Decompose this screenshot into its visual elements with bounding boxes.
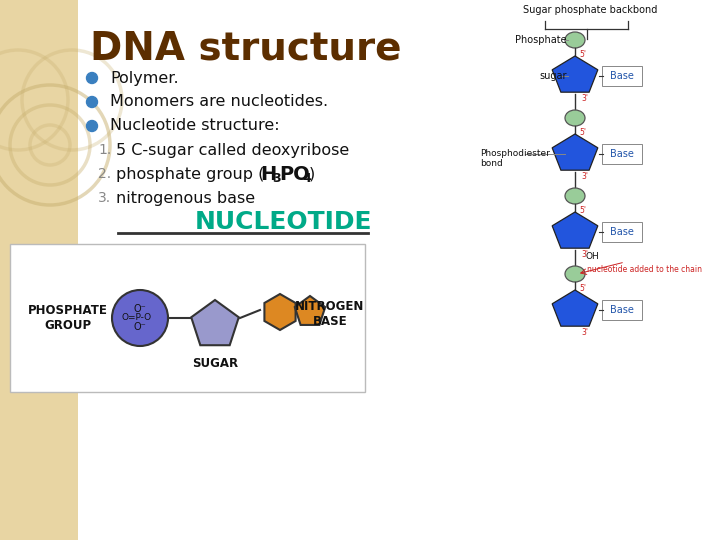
Text: nitrogenous base: nitrogenous base [116,191,255,206]
Polygon shape [294,296,325,325]
Text: Base: Base [610,305,634,315]
Text: 2.: 2. [98,167,111,181]
Polygon shape [552,56,598,92]
Circle shape [86,97,97,107]
Text: 3': 3' [581,328,588,337]
Polygon shape [552,212,598,248]
Text: 3': 3' [581,94,588,103]
Text: 3': 3' [581,172,588,181]
Text: Polymer.: Polymer. [110,71,179,85]
Text: 5': 5' [579,284,586,293]
Ellipse shape [565,32,585,48]
Ellipse shape [565,188,585,204]
Text: 3: 3 [272,172,281,186]
Text: PHOSPHATE
GROUP: PHOSPHATE GROUP [28,304,108,332]
Text: ): ) [309,166,315,181]
Text: Base: Base [610,149,634,159]
Text: DNA structure: DNA structure [90,30,402,68]
Circle shape [86,72,97,84]
Text: Phosphodiester
bond: Phosphodiester bond [480,149,550,168]
Text: 3.: 3. [98,191,111,205]
Text: 5': 5' [579,128,586,137]
FancyBboxPatch shape [602,222,642,242]
Polygon shape [552,290,598,326]
Text: Sugar phosphate backbond: Sugar phosphate backbond [523,5,657,15]
Circle shape [86,120,97,132]
FancyBboxPatch shape [10,244,365,392]
Text: phosphate group (: phosphate group ( [116,166,264,181]
Text: 3': 3' [581,250,588,259]
Text: SUGAR: SUGAR [192,357,238,370]
Polygon shape [264,294,296,330]
Text: 1.: 1. [98,143,112,157]
Text: nucleotide added to the chain: nucleotide added to the chain [587,265,702,274]
Text: OH: OH [585,252,599,261]
Text: Monomers are nucleotides.: Monomers are nucleotides. [110,94,328,110]
Text: 5': 5' [579,50,586,59]
Text: PO: PO [279,165,310,184]
Ellipse shape [565,110,585,126]
Text: sugar: sugar [539,71,567,81]
Text: NITROGEN
BASE: NITROGEN BASE [295,300,365,328]
Text: Base: Base [610,71,634,81]
Circle shape [112,290,168,346]
Polygon shape [192,300,239,345]
Text: 4: 4 [302,172,311,186]
FancyBboxPatch shape [602,144,642,164]
FancyBboxPatch shape [602,66,642,86]
Text: Base: Base [610,227,634,237]
Text: Phosphate: Phosphate [516,35,567,45]
Text: H: H [260,165,276,184]
Text: O⁻: O⁻ [134,322,146,332]
Text: O⁻: O⁻ [134,304,146,314]
Text: NUCLEOTIDE: NUCLEOTIDE [195,210,372,234]
Text: Nucleotide structure:: Nucleotide structure: [110,118,279,133]
Text: O=P-O: O=P-O [122,314,152,322]
Ellipse shape [565,266,585,282]
Text: 5': 5' [579,206,586,215]
Bar [0,0,78,540]
FancyBboxPatch shape [602,300,642,320]
Polygon shape [552,134,598,170]
Text: 5 C-sugar called deoxyribose: 5 C-sugar called deoxyribose [116,143,349,158]
